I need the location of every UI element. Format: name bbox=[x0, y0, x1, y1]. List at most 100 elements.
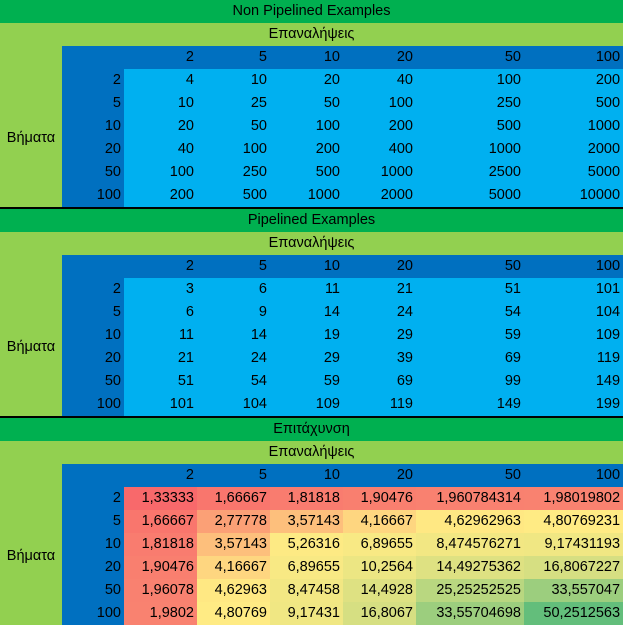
row-header-spacer[interactable] bbox=[62, 556, 77, 579]
data-cell[interactable]: 20 bbox=[270, 69, 343, 92]
data-cell[interactable]: 29 bbox=[270, 347, 343, 370]
data-cell[interactable]: 39 bbox=[343, 347, 416, 370]
data-cell[interactable]: 59 bbox=[416, 324, 524, 347]
column-header-cell[interactable]: 10 bbox=[270, 46, 343, 69]
row-group-label[interactable]: Βήματα bbox=[0, 69, 62, 207]
row-header-cell[interactable]: 10 bbox=[77, 115, 124, 138]
data-cell[interactable]: 14,4928 bbox=[343, 579, 416, 602]
data-cell[interactable]: 50 bbox=[270, 92, 343, 115]
data-cell[interactable]: 1,81818 bbox=[124, 533, 197, 556]
row-header-cell[interactable]: 10 bbox=[77, 533, 124, 556]
data-cell[interactable]: 33,557047 bbox=[524, 579, 623, 602]
data-cell[interactable]: 14 bbox=[270, 301, 343, 324]
row-header-cell[interactable]: 2 bbox=[77, 487, 124, 510]
data-cell[interactable]: 200 bbox=[524, 69, 623, 92]
row-header-spacer[interactable] bbox=[62, 278, 77, 301]
data-cell[interactable]: 5000 bbox=[416, 184, 524, 207]
header-corner-cell[interactable] bbox=[77, 464, 124, 487]
data-cell[interactable]: 10,2564 bbox=[343, 556, 416, 579]
data-cell[interactable]: 11 bbox=[124, 324, 197, 347]
row-header-cell[interactable]: 5 bbox=[77, 301, 124, 324]
data-cell[interactable]: 109 bbox=[270, 393, 343, 416]
data-cell[interactable]: 1,96078 bbox=[124, 579, 197, 602]
data-cell[interactable]: 4,16667 bbox=[343, 510, 416, 533]
data-cell[interactable]: 2000 bbox=[524, 138, 623, 161]
data-cell[interactable]: 6 bbox=[197, 278, 270, 301]
row-header-spacer[interactable] bbox=[62, 301, 77, 324]
row-header-spacer[interactable] bbox=[62, 115, 77, 138]
data-cell[interactable]: 14,49275362 bbox=[416, 556, 524, 579]
row-header-cell[interactable]: 50 bbox=[77, 161, 124, 184]
data-cell[interactable]: 40 bbox=[343, 69, 416, 92]
data-cell[interactable]: 104 bbox=[524, 301, 623, 324]
row-header-spacer[interactable] bbox=[62, 138, 77, 161]
column-header-cell[interactable]: 5 bbox=[197, 255, 270, 278]
data-cell[interactable]: 1,98019802 bbox=[524, 487, 623, 510]
header-corner-cell[interactable] bbox=[77, 46, 124, 69]
row-header-cell[interactable]: 50 bbox=[77, 579, 124, 602]
data-cell[interactable]: 6 bbox=[124, 301, 197, 324]
data-cell[interactable]: 1,960784314 bbox=[416, 487, 524, 510]
column-header-cell[interactable]: 5 bbox=[197, 464, 270, 487]
data-cell[interactable]: 1000 bbox=[270, 184, 343, 207]
data-cell[interactable]: 119 bbox=[524, 347, 623, 370]
row-header-spacer[interactable] bbox=[62, 602, 77, 625]
data-cell[interactable]: 4,80769 bbox=[197, 602, 270, 625]
column-header-cell[interactable]: 100 bbox=[524, 46, 623, 69]
data-cell[interactable]: 2000 bbox=[343, 184, 416, 207]
data-cell[interactable]: 69 bbox=[416, 347, 524, 370]
data-cell[interactable]: 2500 bbox=[416, 161, 524, 184]
data-cell[interactable]: 2,77778 bbox=[197, 510, 270, 533]
data-cell[interactable]: 11 bbox=[270, 278, 343, 301]
data-cell[interactable]: 8,474576271 bbox=[416, 533, 524, 556]
row-group-label[interactable]: Βήματα bbox=[0, 278, 62, 416]
row-header-spacer[interactable] bbox=[62, 184, 77, 207]
data-cell[interactable]: 54 bbox=[416, 301, 524, 324]
header-corner-cell[interactable] bbox=[62, 255, 77, 278]
data-cell[interactable]: 51 bbox=[416, 278, 524, 301]
row-header-cell[interactable]: 100 bbox=[77, 184, 124, 207]
row-header-cell[interactable]: 2 bbox=[77, 278, 124, 301]
data-cell[interactable]: 250 bbox=[197, 161, 270, 184]
column-header-cell[interactable]: 20 bbox=[343, 464, 416, 487]
data-cell[interactable]: 101 bbox=[124, 393, 197, 416]
data-cell[interactable]: 1,90476 bbox=[343, 487, 416, 510]
data-cell[interactable]: 1,33333 bbox=[124, 487, 197, 510]
row-header-spacer[interactable] bbox=[62, 510, 77, 533]
row-group-label[interactable]: Βήματα bbox=[0, 487, 62, 625]
data-cell[interactable]: 29 bbox=[343, 324, 416, 347]
data-cell[interactable]: 9 bbox=[197, 301, 270, 324]
column-header-cell[interactable]: 10 bbox=[270, 464, 343, 487]
data-cell[interactable]: 21 bbox=[124, 347, 197, 370]
section-subtitle[interactable]: Επαναλήψεις bbox=[0, 441, 623, 464]
data-cell[interactable]: 1,9802 bbox=[124, 602, 197, 625]
column-header-cell[interactable]: 20 bbox=[343, 255, 416, 278]
data-cell[interactable]: 16,8067227 bbox=[524, 556, 623, 579]
row-header-cell[interactable]: 50 bbox=[77, 370, 124, 393]
data-cell[interactable]: 16,8067 bbox=[343, 602, 416, 625]
data-cell[interactable]: 500 bbox=[270, 161, 343, 184]
header-corner-cell[interactable] bbox=[62, 46, 77, 69]
data-cell[interactable]: 8,47458 bbox=[270, 579, 343, 602]
data-cell[interactable]: 4,62962963 bbox=[416, 510, 524, 533]
section-title[interactable]: Pipelined Examples bbox=[0, 209, 623, 232]
row-header-spacer[interactable] bbox=[62, 370, 77, 393]
data-cell[interactable]: 51 bbox=[124, 370, 197, 393]
row-header-cell[interactable]: 20 bbox=[77, 556, 124, 579]
data-cell[interactable]: 149 bbox=[524, 370, 623, 393]
column-header-cell[interactable]: 2 bbox=[124, 46, 197, 69]
data-cell[interactable]: 400 bbox=[343, 138, 416, 161]
data-cell[interactable]: 1,66667 bbox=[197, 487, 270, 510]
data-cell[interactable]: 19 bbox=[270, 324, 343, 347]
row-header-spacer[interactable] bbox=[62, 487, 77, 510]
label-area-cell[interactable] bbox=[0, 255, 62, 278]
row-header-cell[interactable]: 5 bbox=[77, 92, 124, 115]
row-header-cell[interactable]: 2 bbox=[77, 69, 124, 92]
data-cell[interactable]: 1000 bbox=[416, 138, 524, 161]
data-cell[interactable]: 59 bbox=[270, 370, 343, 393]
data-cell[interactable]: 1,90476 bbox=[124, 556, 197, 579]
data-cell[interactable]: 33,55704698 bbox=[416, 602, 524, 625]
data-cell[interactable]: 1,66667 bbox=[124, 510, 197, 533]
data-cell[interactable]: 4,80769231 bbox=[524, 510, 623, 533]
data-cell[interactable]: 24 bbox=[343, 301, 416, 324]
